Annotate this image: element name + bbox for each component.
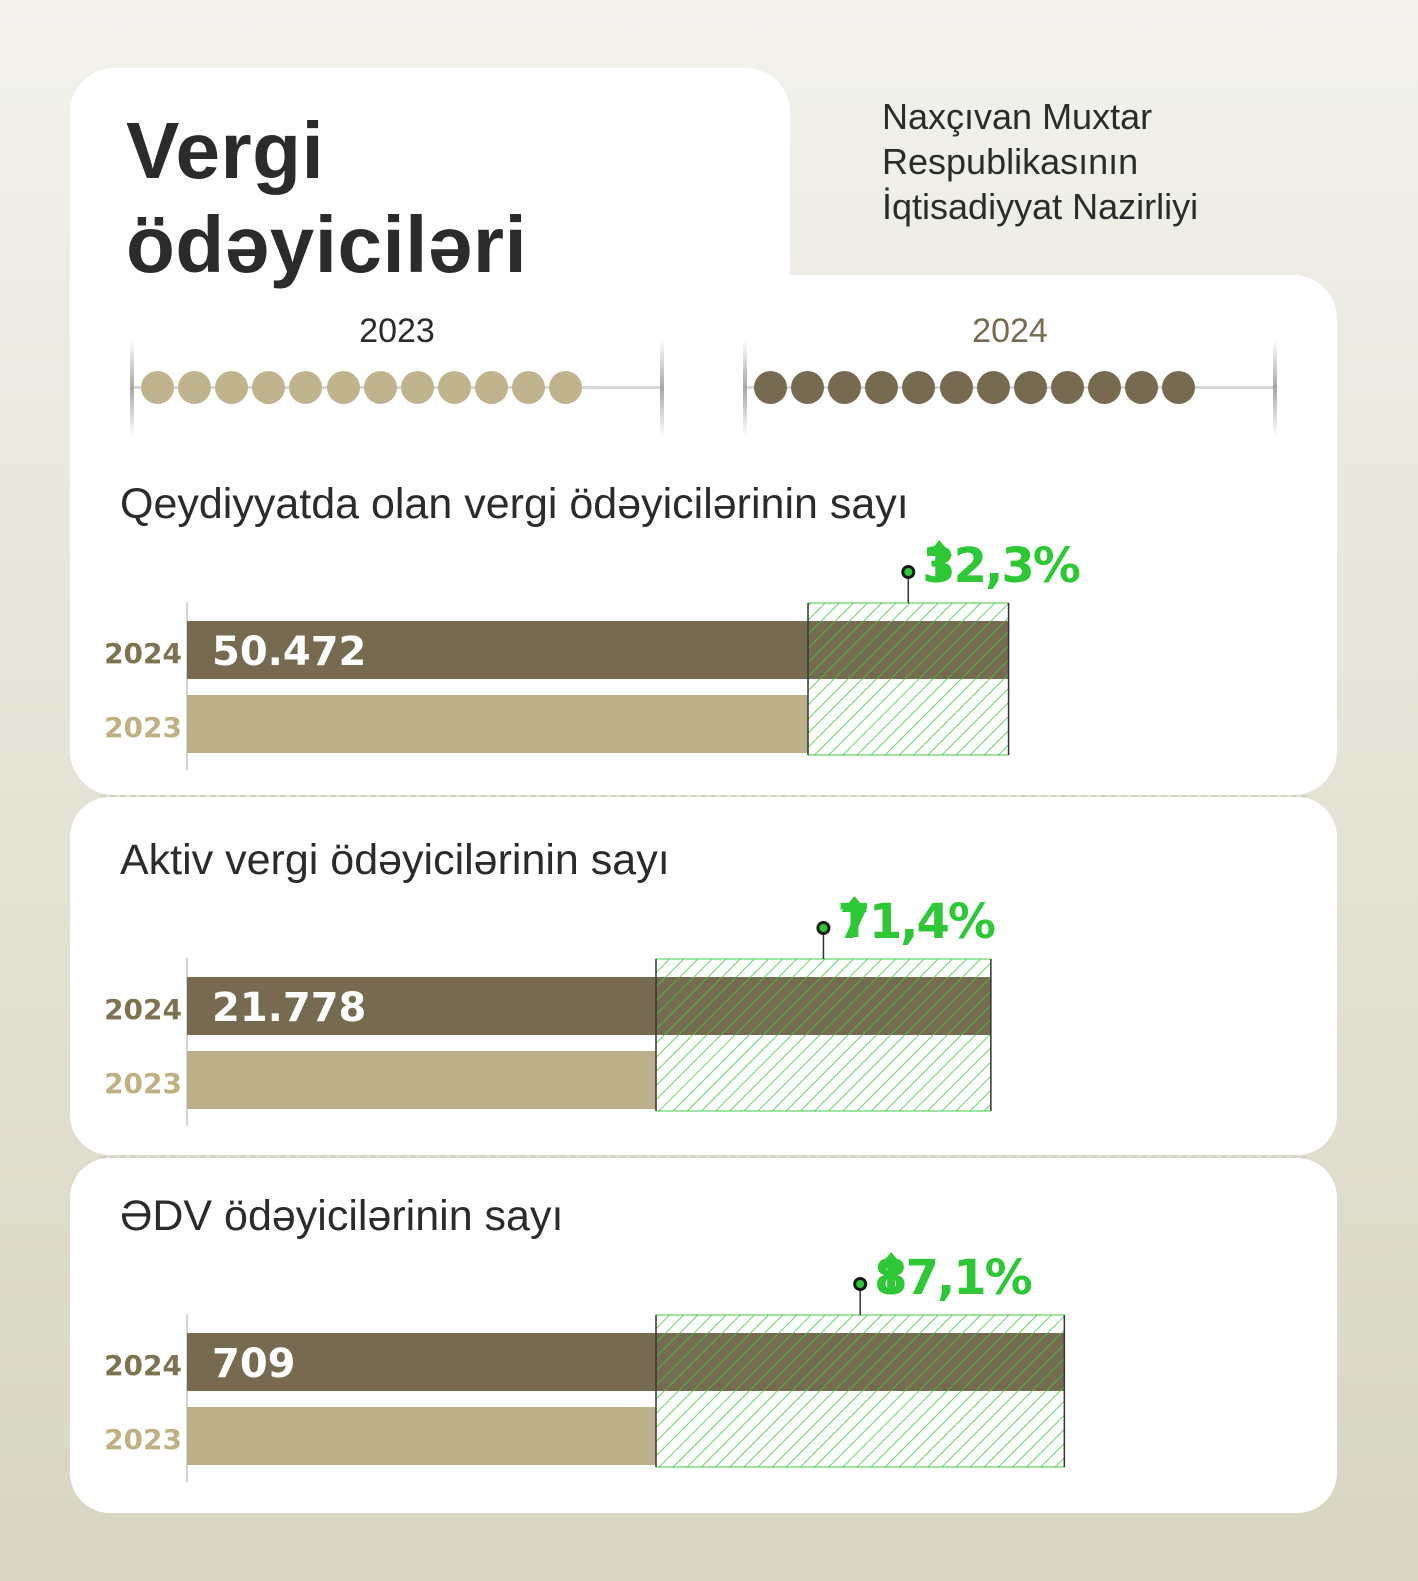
year-dot (828, 371, 862, 404)
year-scale-dots (751, 371, 1271, 405)
value-label: 709 (212, 1341, 296, 1387)
year-label-2023: 2023 (104, 1423, 182, 1456)
year-dot (400, 371, 434, 404)
value-label: 50.472 (212, 629, 366, 675)
year-scale-cap (1273, 340, 1277, 436)
year-dot (141, 371, 174, 404)
year-label-2023: 2023 (104, 1067, 182, 1100)
year-label-2023: 2023 (104, 711, 182, 744)
year-scale-label: 2023 (359, 312, 435, 350)
year-scale-line (743, 386, 1277, 389)
growth-label: 71,4% (837, 894, 994, 950)
year-dot (865, 371, 899, 404)
year-dot (754, 371, 787, 404)
year-scale-2023: 2023 (130, 312, 664, 437)
year-dot (1013, 371, 1047, 404)
page-title: Vergi ödəyiciləri (126, 104, 527, 292)
page-title-line: ödəyiciləri (126, 200, 528, 289)
year-scale-dots (138, 371, 658, 405)
year-dot (1162, 371, 1196, 404)
year-dot (474, 371, 508, 404)
bar-2023 (187, 695, 808, 753)
value-label: 21.778 (212, 985, 366, 1031)
year-scale-cap (743, 340, 747, 436)
metric-title: Qeydiyyatda olan vergi ödəyicilərinin sa… (120, 480, 909, 528)
year-label-2024: 2024 (104, 1349, 182, 1382)
bar-chart-svg: 2024 2023 50.472 32,3% (104, 538, 1082, 770)
bar-chart-svg: 2024 2023 709 87,1% (104, 1250, 1066, 1482)
year-dot (549, 371, 583, 404)
ministry-line: İqtisadiyyat Nazirliyi (882, 186, 1199, 227)
growth-area (655, 958, 992, 1112)
year-dot (215, 371, 249, 404)
metric-active: Aktiv vergi ödəyicilərinin sayı 2024 2023… (0, 836, 1418, 1166)
year-dot (326, 371, 360, 404)
dashed-divider (100, 1156, 1307, 1158)
arrow-up-icon (926, 540, 953, 581)
growth-dot (853, 1277, 868, 1291)
year-dot (512, 371, 545, 404)
bar-2023 (187, 1051, 656, 1109)
year-scale-line (130, 386, 664, 389)
metric-vat: ƏDV ödəyicilərinin sayı 2024 2023 709 87,1% (0, 1192, 1418, 1522)
growth-label: 87,1% (874, 1250, 1031, 1306)
ministry-line: Naxçıvan Muxtar (882, 96, 1153, 137)
year-dot (1050, 371, 1084, 404)
year-scale-2024: 2024 (743, 312, 1277, 437)
ministry-name: Naxçıvan Muxtar Respublikasının İqtisadi… (882, 94, 1198, 229)
page-title-line: Vergi (126, 106, 325, 195)
year-dot (289, 371, 323, 404)
arrow-up-icon (878, 1252, 905, 1293)
ministry-line: Respublikasının (882, 141, 1139, 182)
growth-dot (901, 565, 916, 579)
metric-title: Aktiv vergi ödəyicilərinin sayı (120, 836, 670, 884)
year-dot (902, 371, 936, 404)
year-dot (1125, 371, 1158, 404)
dashed-divider (100, 795, 1307, 797)
year-scale-label: 2024 (972, 312, 1048, 350)
bar-2023 (187, 1407, 656, 1465)
year-dot (363, 371, 397, 404)
bar-chart-svg: 2024 2023 21.778 71,4% (104, 894, 997, 1126)
year-dot (791, 371, 825, 404)
growth-dot (816, 921, 831, 935)
arrow-up-icon (841, 896, 868, 937)
year-scale-cap (660, 340, 664, 436)
year-label-2024: 2024 (104, 993, 182, 1026)
metric-registered: Qeydiyyatda olan vergi ödəyicilərinin sa… (0, 480, 1418, 810)
year-dot (252, 371, 286, 404)
year-dot (437, 371, 471, 404)
year-label-2024: 2024 (104, 637, 182, 670)
growth-label: 32,3% (922, 538, 1079, 594)
year-dot (939, 371, 973, 404)
year-dot (1087, 371, 1121, 404)
growth-area (655, 1314, 1065, 1468)
year-dot (178, 371, 212, 404)
year-scale-cap (130, 340, 134, 436)
metric-title: ƏDV ödəyicilərinin sayı (120, 1192, 564, 1240)
year-dot (976, 371, 1010, 404)
growth-area (807, 602, 1010, 756)
